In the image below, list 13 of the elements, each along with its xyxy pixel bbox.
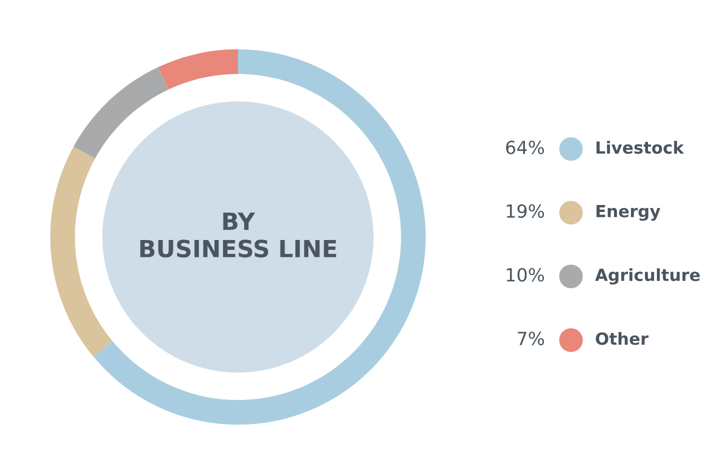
legend-label: Other — [596, 332, 648, 345]
donut-slice — [74, 67, 169, 158]
data-label: 10% — [506, 268, 544, 282]
data-label: 19% — [506, 204, 544, 218]
data-label: 7% — [518, 332, 544, 346]
legend-label: Livestock — [596, 140, 684, 154]
donut-slice — [158, 49, 238, 90]
text: BY BUSINESS LINE — [140, 212, 336, 258]
donut-slice — [93, 49, 426, 425]
data-label: 64% — [506, 140, 544, 154]
legend-label: Agriculture — [595, 268, 700, 285]
legend-label: Energy — [596, 205, 660, 221]
donut-slice — [50, 146, 112, 357]
